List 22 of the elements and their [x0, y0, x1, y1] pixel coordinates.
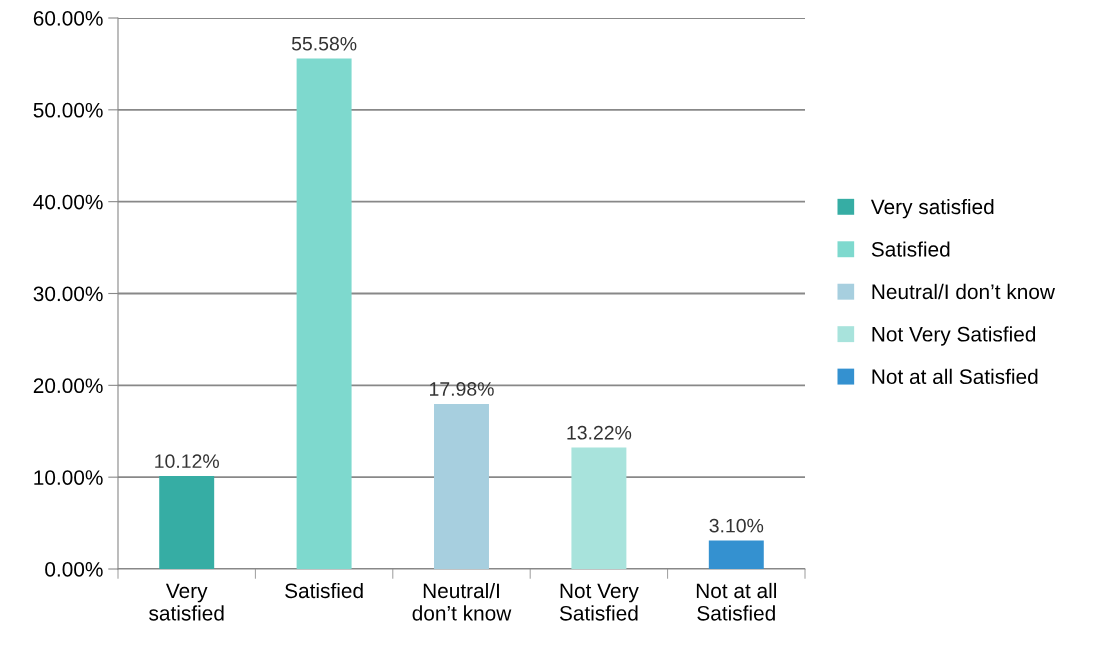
- y-tick-label: 0.00%: [45, 562, 103, 577]
- legend-label: Not Very Satisfied: [872, 326, 1036, 346]
- data-label: 17.98%: [430, 382, 494, 396]
- legend-label: Not at all Satisfied: [872, 368, 1038, 385]
- y-tick-label: 10.00%: [34, 470, 103, 485]
- x-tick-label: Neutral/I don’t know: [412, 582, 512, 621]
- data-label: 3.10%: [709, 518, 764, 533]
- y-tick-label: 50.00%: [33, 102, 103, 118]
- legend-label: Neutral/I don’t know: [872, 283, 1055, 300]
- legend-label: Satisfied: [871, 241, 950, 257]
- x-tick-label: Satisfied: [285, 582, 363, 599]
- y-tick-label: 40.00%: [33, 194, 103, 210]
- y-tick-label: 20.00%: [33, 378, 103, 394]
- data-label: 13.22%: [567, 425, 632, 440]
- x-tick-label: Not at all Satisfied: [696, 582, 777, 621]
- y-tick-label: 30.00%: [33, 286, 103, 302]
- data-label: 10.12%: [155, 454, 219, 469]
- legend-label: Very satisfied: [870, 198, 994, 219]
- x-tick-label: Not Very Satisfied: [559, 583, 639, 621]
- y-tick-label: 60.00%: [33, 11, 103, 26]
- data-label: 55.58%: [291, 36, 357, 51]
- x-tick-label: Very satisfied: [149, 583, 224, 621]
